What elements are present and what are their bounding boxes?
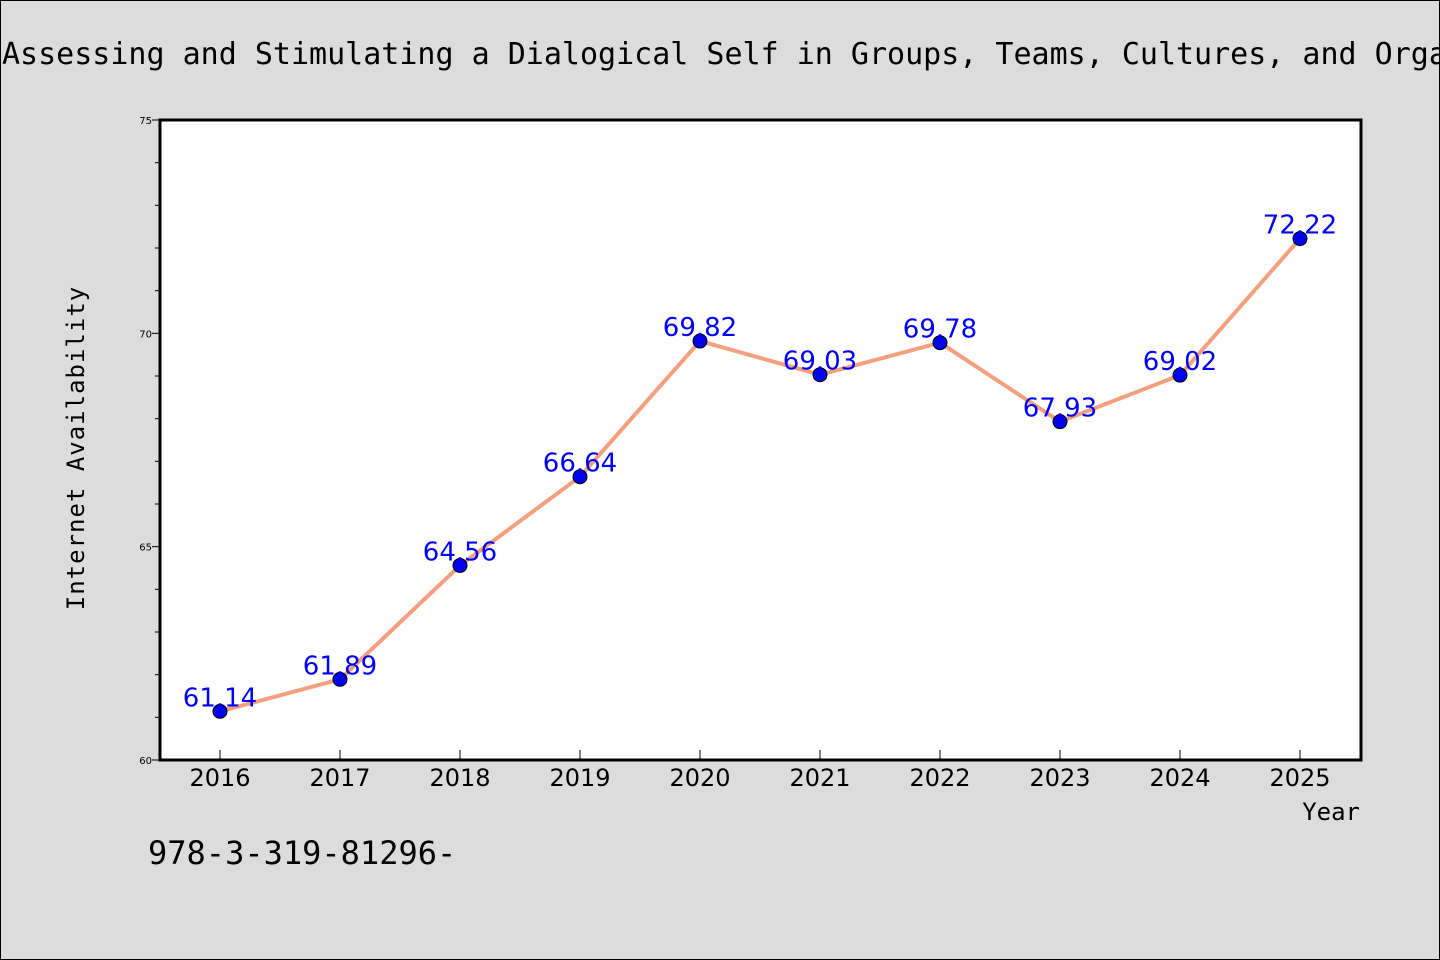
x-tick-label: 2019 — [549, 764, 610, 792]
data-label: 61.14 — [183, 683, 257, 713]
data-point — [1172, 367, 1188, 383]
data-labels: 61.14 61.89 64.56 66.64 69.82 69.03 69.78 67.93… — [183, 211, 1337, 714]
y-axis-label: Internet Availability — [62, 286, 90, 610]
x-tick-label: 2016 — [189, 764, 250, 792]
x-tick-label: 2018 — [429, 764, 490, 792]
data-point — [332, 671, 348, 687]
y-axis: 60 65 70 75 — [139, 116, 160, 767]
data-label: 69.82 — [663, 313, 737, 343]
data-point — [692, 333, 708, 349]
data-point — [572, 469, 588, 485]
plot-area — [160, 120, 1361, 760]
x-axis: 2016 2017 2018 2019 2020 2021 2022 2023 2024 2025 — [189, 750, 1331, 792]
data-label: 67.93 — [1023, 394, 1097, 424]
x-tick-label: 2024 — [1149, 764, 1210, 792]
plot-frame — [158, 118, 1363, 762]
y-tick-label: 75 — [139, 116, 152, 127]
x-tick-label: 2025 — [1269, 764, 1330, 792]
x-tick-label: 2023 — [1029, 764, 1090, 792]
data-point — [1052, 414, 1068, 430]
data-point — [1292, 231, 1308, 247]
data-markers — [212, 231, 1308, 719]
data-label: 69.02 — [1143, 347, 1217, 377]
data-label: 69.03 — [783, 347, 857, 377]
x-tick-label: 2022 — [909, 764, 970, 792]
data-point — [812, 367, 828, 383]
data-label: 66.64 — [543, 449, 617, 479]
data-point — [212, 703, 228, 719]
y-tick-label: 65 — [139, 543, 152, 554]
x-tick-label: 2017 — [309, 764, 370, 792]
y-tick-label: 60 — [139, 756, 152, 767]
x-tick-label: 2020 — [669, 764, 730, 792]
data-label: 61.89 — [303, 651, 377, 681]
data-label: 69.78 — [903, 315, 977, 345]
data-point — [932, 335, 948, 351]
data-label: 72.22 — [1263, 211, 1337, 241]
series-line — [219, 237, 1302, 714]
x-tick-label: 2021 — [789, 764, 850, 792]
x-axis-label: Year — [1302, 798, 1360, 826]
chart-title: Assessing and Stimulating a Dialogical S… — [2, 37, 1440, 72]
y-tick-label: 70 — [139, 329, 152, 340]
footnote: 978-3-319-81296- — [148, 834, 456, 872]
data-point — [452, 557, 468, 573]
data-label: 64.56 — [423, 537, 497, 567]
